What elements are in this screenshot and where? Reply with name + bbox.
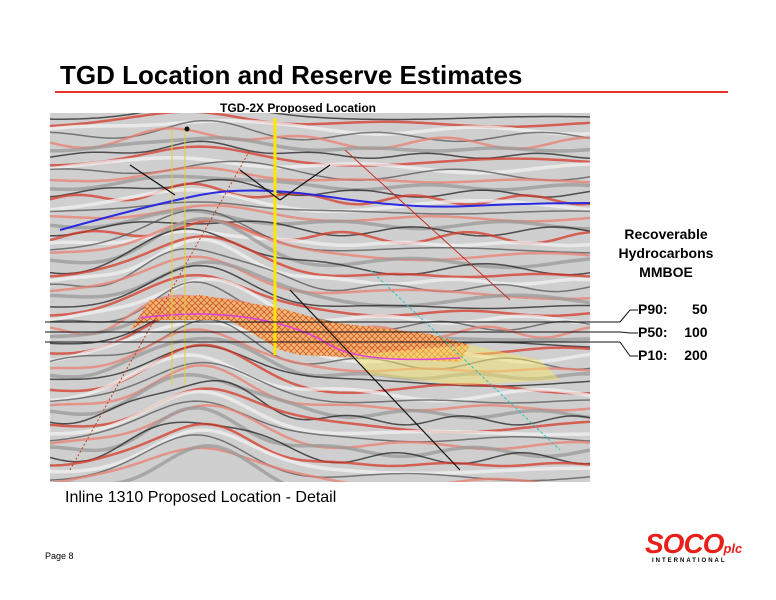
leader: [619, 331, 638, 334]
reflector: [50, 174, 590, 192]
reflector: [50, 428, 590, 476]
reflector: [50, 208, 590, 231]
fault: [289, 289, 461, 471]
well-label: TGD-2X Proposed Location: [220, 101, 377, 115]
reservoir: [130, 295, 470, 362]
estimate: P90: 50: [638, 301, 708, 317]
estimate-value: 200: [684, 347, 708, 363]
estimate-label: P50:: [638, 324, 668, 340]
slide-title: TGD Location and Reserve Estimates: [60, 60, 523, 90]
reflector: [50, 140, 590, 160]
reserves-heading: Recoverable Hydrocarbons MMBOE: [596, 225, 736, 282]
well-symbol: [184, 126, 190, 132]
leader: [619, 341, 638, 357]
reservoir-lower: [350, 345, 560, 385]
estimate-label: P90:: [638, 301, 668, 317]
fault: [129, 164, 176, 196]
estimate: P10: 200: [638, 347, 708, 363]
reflector: [55, 444, 285, 482]
logo-suffix: plc: [723, 541, 743, 556]
horizon-pink: [139, 313, 461, 361]
logo-sub: INTERNATIONAL: [652, 558, 727, 564]
leader: [619, 309, 638, 323]
reflector: [50, 273, 590, 318]
reflector: [50, 353, 590, 403]
reflector: [50, 361, 590, 404]
reflector: [50, 218, 590, 262]
fault: [369, 269, 561, 451]
reflector: [50, 247, 590, 293]
reflector: [50, 217, 590, 270]
reflector: [50, 406, 590, 459]
reflector: [50, 119, 590, 136]
heading-line: Recoverable: [624, 226, 708, 242]
reflector: [50, 136, 590, 153]
reflector: [50, 166, 590, 184]
fault: [69, 149, 251, 471]
reflector: [50, 201, 590, 215]
title-rule: [55, 91, 728, 93]
reflector: [50, 160, 590, 181]
reflector: [50, 264, 590, 310]
caption: Inline 1310 Proposed Location - Detail: [65, 489, 337, 506]
heading-line: MMBOE: [639, 264, 693, 280]
reflector: [50, 156, 590, 175]
estimate-value: 50: [692, 301, 708, 317]
reflector: [50, 400, 590, 443]
reflector: [50, 422, 590, 468]
reflector: [50, 228, 590, 276]
reflector: [50, 209, 590, 254]
reflector: [50, 237, 590, 287]
fault: [239, 169, 281, 201]
estimate-label: P10:: [638, 347, 668, 363]
reflector: [50, 389, 590, 437]
fault: [344, 149, 511, 301]
reflector: [50, 219, 590, 245]
fault: [279, 164, 331, 201]
horizon-blue: [59, 189, 590, 231]
reflector: [50, 182, 590, 206]
reflector: [50, 260, 590, 308]
estimate: P50: 100: [638, 324, 708, 340]
reflector: [50, 372, 590, 420]
page-number: Page 8: [45, 551, 74, 561]
estimate-value: 100: [684, 324, 708, 340]
seismic-reflectors: [50, 113, 590, 482]
logo-name: SOCO: [645, 528, 724, 559]
reflector: [50, 113, 590, 121]
reflector: [50, 446, 543, 482]
reflector: [50, 235, 590, 279]
logo: SOCOplc: [645, 528, 742, 560]
heading-line: Hydrocarbons: [618, 245, 714, 261]
reflector: [50, 178, 590, 198]
